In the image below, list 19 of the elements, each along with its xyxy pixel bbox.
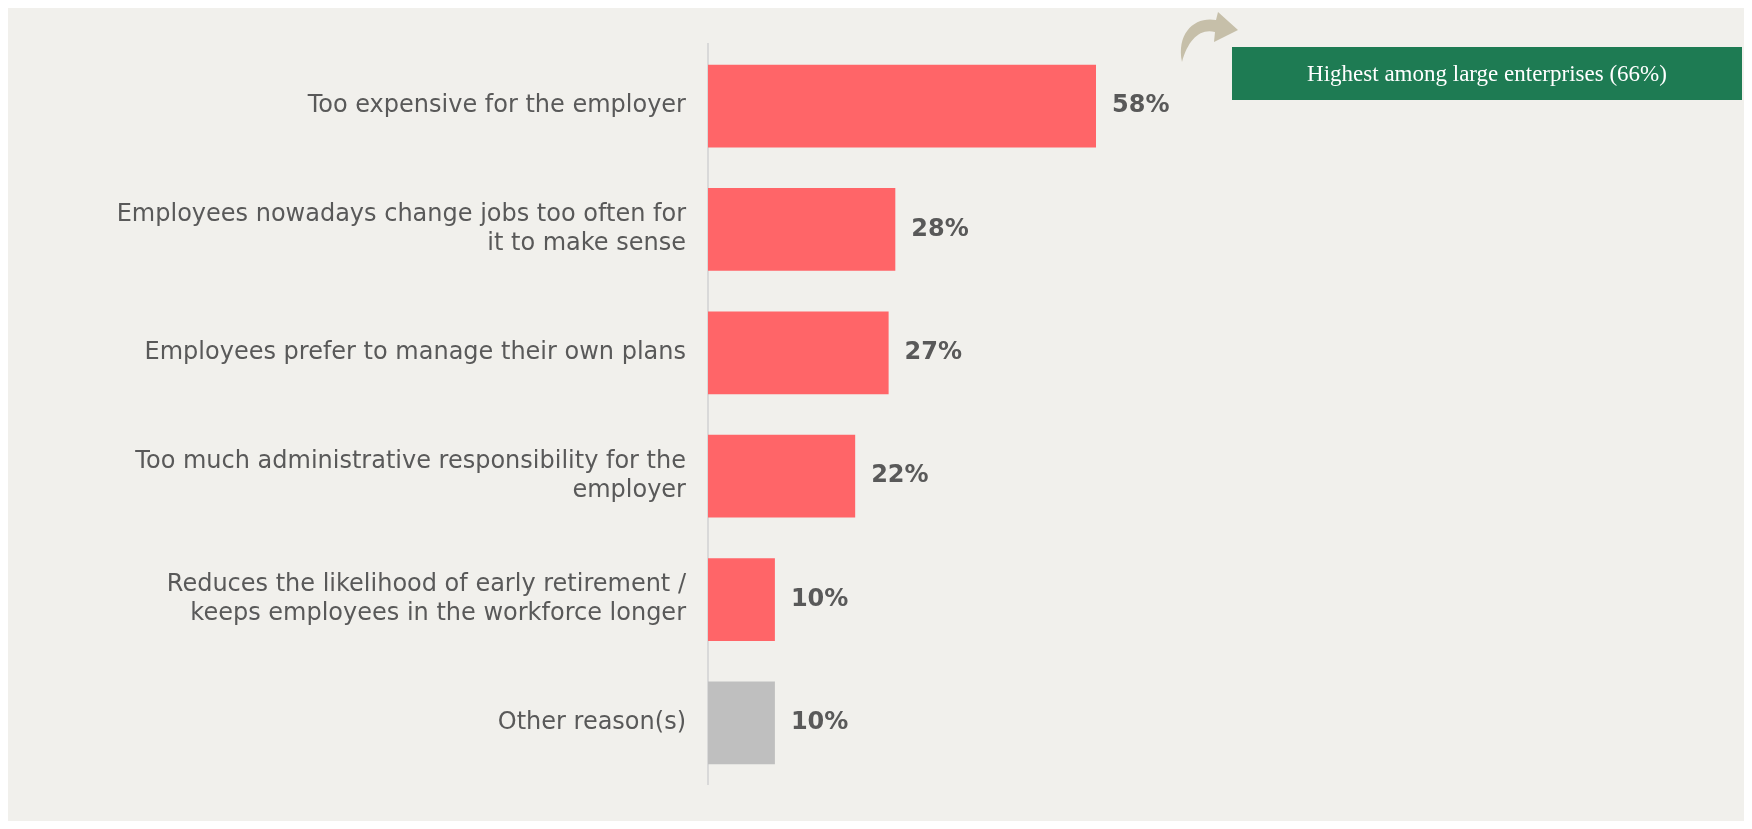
y-tick-label: Employees prefer to manage their own plans	[144, 337, 686, 366]
y-tick-label: Reduces the likelihood of early retirement / keeps employees in the workforce longer	[166, 569, 687, 627]
y-tick-label: Employees nowadays change jobs too often for it to make sense	[116, 199, 687, 257]
bar	[708, 434, 856, 518]
data-label: 10%	[790, 707, 849, 736]
bar	[708, 681, 775, 765]
data-label: 58%	[1112, 90, 1170, 119]
y-tick-label: Too much administrative responsibility for the employer	[134, 446, 687, 503]
bar	[708, 311, 889, 395]
bar	[708, 558, 775, 641]
data-label: 10%	[790, 583, 849, 612]
y-tick-label: Other reason(s)	[497, 707, 686, 736]
data-label: 27%	[904, 337, 963, 366]
data-label: 28%	[911, 213, 969, 242]
bar	[708, 64, 1096, 148]
text: Highest among large enterprises (66%)	[1232, 47, 1742, 100]
bar	[708, 188, 896, 271]
data-label: 22%	[871, 460, 929, 489]
y-tick-label: Too expensive for the employer	[306, 90, 687, 119]
